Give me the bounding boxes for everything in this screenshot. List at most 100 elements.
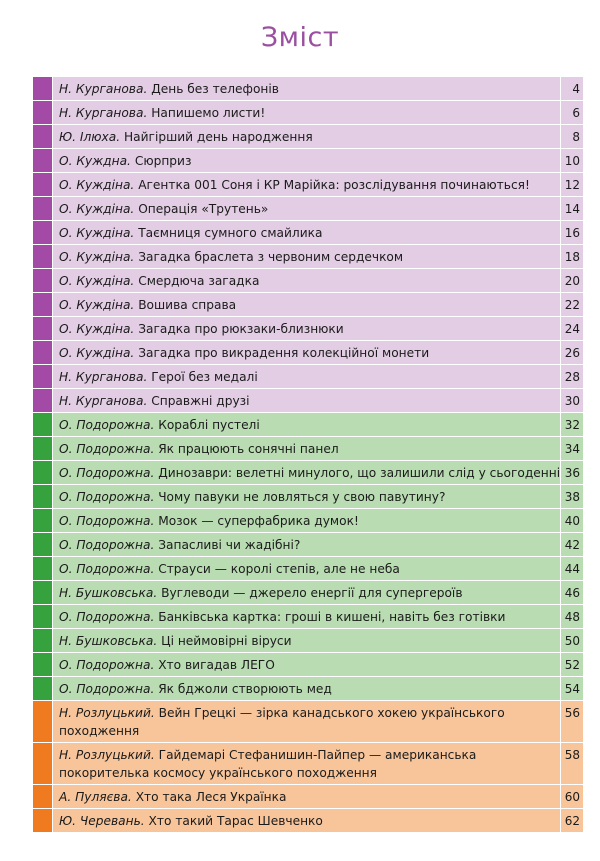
toc-entry[interactable]: О. Куждна. Сюрприз 10 [33,149,583,172]
toc-entry-text: О. Подорожна. Динозаври: велетні минулог… [53,461,560,484]
toc-entry-text: Н. Бушковська. Ці неймовірні віруси [53,629,560,652]
toc-entry[interactable]: О. Подорожна. Як бджоли створюють мед 54 [33,677,583,700]
toc-entry-page: 8 [561,125,583,148]
toc-entry-title: Напишемо листи! [151,106,266,120]
toc-entry[interactable]: Ю. Черевань. Хто такий Тарас Шевченко 62 [33,809,583,832]
toc-entry-author: О. Подорожна. [59,418,155,432]
toc-entry-text: О. Куждіна. Загадка про викрадення колек… [53,341,560,364]
toc-entry-title: День без телефонів [151,82,279,96]
toc-entry[interactable]: Н. Курганова. Напишемо листи! 6 [33,101,583,124]
toc-entry[interactable]: О. Подорожна. Як працюють сонячні панел 3… [33,437,583,460]
toc-entry-text: О. Куждіна. Смердюча загадка [53,269,560,292]
toc-entry-text: Н. Курганова. Напишемо листи! [53,101,560,124]
toc-entry[interactable]: Н. Бушковська. Ці неймовірні віруси 50 [33,629,583,652]
toc-entry-page: 52 [561,653,583,676]
toc-entry-author: О. Куждіна. [59,274,135,288]
toc-entry[interactable]: Ю. Ілюха. Найгірший день народження 8 [33,125,583,148]
section-color-marker [33,269,52,292]
toc-entry-title: Як працюють сонячні панел [158,442,339,456]
toc-entry-title: Кораблі пустелі [158,418,260,432]
section-color-marker [33,221,52,244]
toc-entry-page: 32 [561,413,583,436]
toc-entry[interactable]: Н. Курганова. Справжні друзі 30 [33,389,583,412]
toc-entry-author: А. Пуляєва. [59,790,132,804]
toc-entry-title: Динозаври: велетні минулого, що залишили… [158,466,560,480]
toc-entry-page: 6 [561,101,583,124]
toc-entry-title: Ці неймовірні віруси [161,634,292,648]
toc-entry-title: Таємниця сумного смайлика [138,226,323,240]
section-color-marker [33,125,52,148]
toc-entry[interactable]: О. Подорожна. Мозок — суперфабрика думок… [33,509,583,532]
toc-entry[interactable]: О. Подорожна. Кораблі пустелі 32 [33,413,583,436]
toc-entry-title: Сюрприз [134,154,192,168]
toc-entry-page: 58 [561,743,583,784]
toc-entry[interactable]: Н. Курганова. Герої без медалі 28 [33,365,583,388]
toc-entry-author: О. Подорожна. [59,490,155,504]
toc-entry-text: О. Куждіна. Вошива справа [53,293,560,316]
toc-entry-page: 18 [561,245,583,268]
toc-entry[interactable]: О. Куждіна. Агентка 001 Соня і КР Марійк… [33,173,583,196]
toc-entry-title: Операція «Трутень» [138,202,269,216]
toc-entry-title: Мозок — суперфабрика думок! [158,514,359,528]
toc-entry-text: О. Куждіна. Агентка 001 Соня і КР Марійк… [53,173,560,196]
toc-entry-author: О. Подорожна. [59,658,155,672]
toc-entry[interactable]: О. Подорожна. Хто вигадав ЛЕГО 52 [33,653,583,676]
toc-entry-author: Н. Розлуцький. [59,748,155,762]
section-color-marker [33,809,52,832]
toc-entry-title: Загадка про викрадення колекційної монет… [138,346,430,360]
toc-entry[interactable]: Н. Розлуцький. Гайдемарі Стефанишин-Пайп… [33,743,583,784]
page-title: Зміст [260,22,340,53]
toc-entry-page: 44 [561,557,583,580]
toc-entry[interactable]: О. Подорожна. Чому павуки не ловляться у… [33,485,583,508]
toc-entry[interactable]: О. Подорожна. Динозаври: велетні минулог… [33,461,583,484]
toc-entry-title: Страуси — королі степів, але не неба [158,562,400,576]
toc-entry[interactable]: О. Куждіна. Вошива справа 22 [33,293,583,316]
toc-entry-text: О. Подорожна. Банківська картка: гроші в… [53,605,560,628]
toc-entry[interactable]: О. Куждіна. Смердюча загадка 20 [33,269,583,292]
toc-entry-text: Ю. Ілюха. Найгірший день народження [53,125,560,148]
toc-entry-page: 42 [561,533,583,556]
toc-entry[interactable]: О. Куждіна. Загадка браслета з червоним … [33,245,583,268]
section-color-marker [33,785,52,808]
section-color-marker [33,77,52,100]
toc-entry[interactable]: А. Пуляєва. Хто така Леся Українка 60 [33,785,583,808]
toc-entry-author: Н. Курганова. [59,82,148,96]
toc-entry-page: 28 [561,365,583,388]
section-color-marker [33,701,52,742]
toc-entry-title: Вуглеводи — джерело енергії для супергер… [161,586,463,600]
toc-entry-author: О. Куждіна. [59,178,135,192]
toc-entry-title: Вошива справа [138,298,237,312]
section-color-marker [33,365,52,388]
toc-entry-page: 10 [561,149,583,172]
toc-entry[interactable]: О. Куждіна. Загадка про викрадення колек… [33,341,583,364]
toc-entry-author: О. Подорожна. [59,610,155,624]
toc-entry[interactable]: Н. Розлуцький. Вейн Грецкі — зірка канад… [33,701,583,742]
toc-entry-author: Н. Курганова. [59,394,148,408]
toc-entry[interactable]: О. Куждіна. Таємниця сумного смайлика 16 [33,221,583,244]
toc-entry-page: 16 [561,221,583,244]
toc-entry[interactable]: О. Подорожна. Банківська картка: гроші в… [33,605,583,628]
section-color-marker [33,581,52,604]
section-color-marker [33,653,52,676]
toc-entry-author: Н. Розлуцький. [59,706,155,720]
toc-entry-page: 12 [561,173,583,196]
toc-entry[interactable]: Н. Курганова. День без телефонів 4 [33,77,583,100]
section-color-marker [33,485,52,508]
toc-entry-title: Загадка браслета з червоним сердечком [138,250,404,264]
toc-entry-title: Герої без медалі [151,370,258,384]
toc-entry-title: Хто така Леся Українка [135,790,287,804]
toc-entry[interactable]: Н. Бушковська. Вуглеводи — джерело енерг… [33,581,583,604]
section-color-marker [33,677,52,700]
toc-entry[interactable]: О. Куждіна. Операція «Трутень» 14 [33,197,583,220]
toc-entry-author: О. Подорожна. [59,442,155,456]
toc-entry[interactable]: О. Подорожна. Страуси — королі степів, а… [33,557,583,580]
toc-entry-title: Загадка про рюкзаки-близнюки [138,322,344,336]
toc-entry-page: 36 [561,461,583,484]
toc-entry-text: О. Подорожна. Кораблі пустелі [53,413,560,436]
toc-entry-text: О. Подорожна. Страуси — королі степів, а… [53,557,560,580]
toc-entry-author: О. Куждіна. [59,322,135,336]
toc-entry-page: 38 [561,485,583,508]
toc-entry[interactable]: О. Куждіна. Загадка про рюкзаки-близнюки… [33,317,583,340]
toc-entry[interactable]: О. Подорожна. Запасливі чи жадібні? 42 [33,533,583,556]
toc-entry-page: 22 [561,293,583,316]
